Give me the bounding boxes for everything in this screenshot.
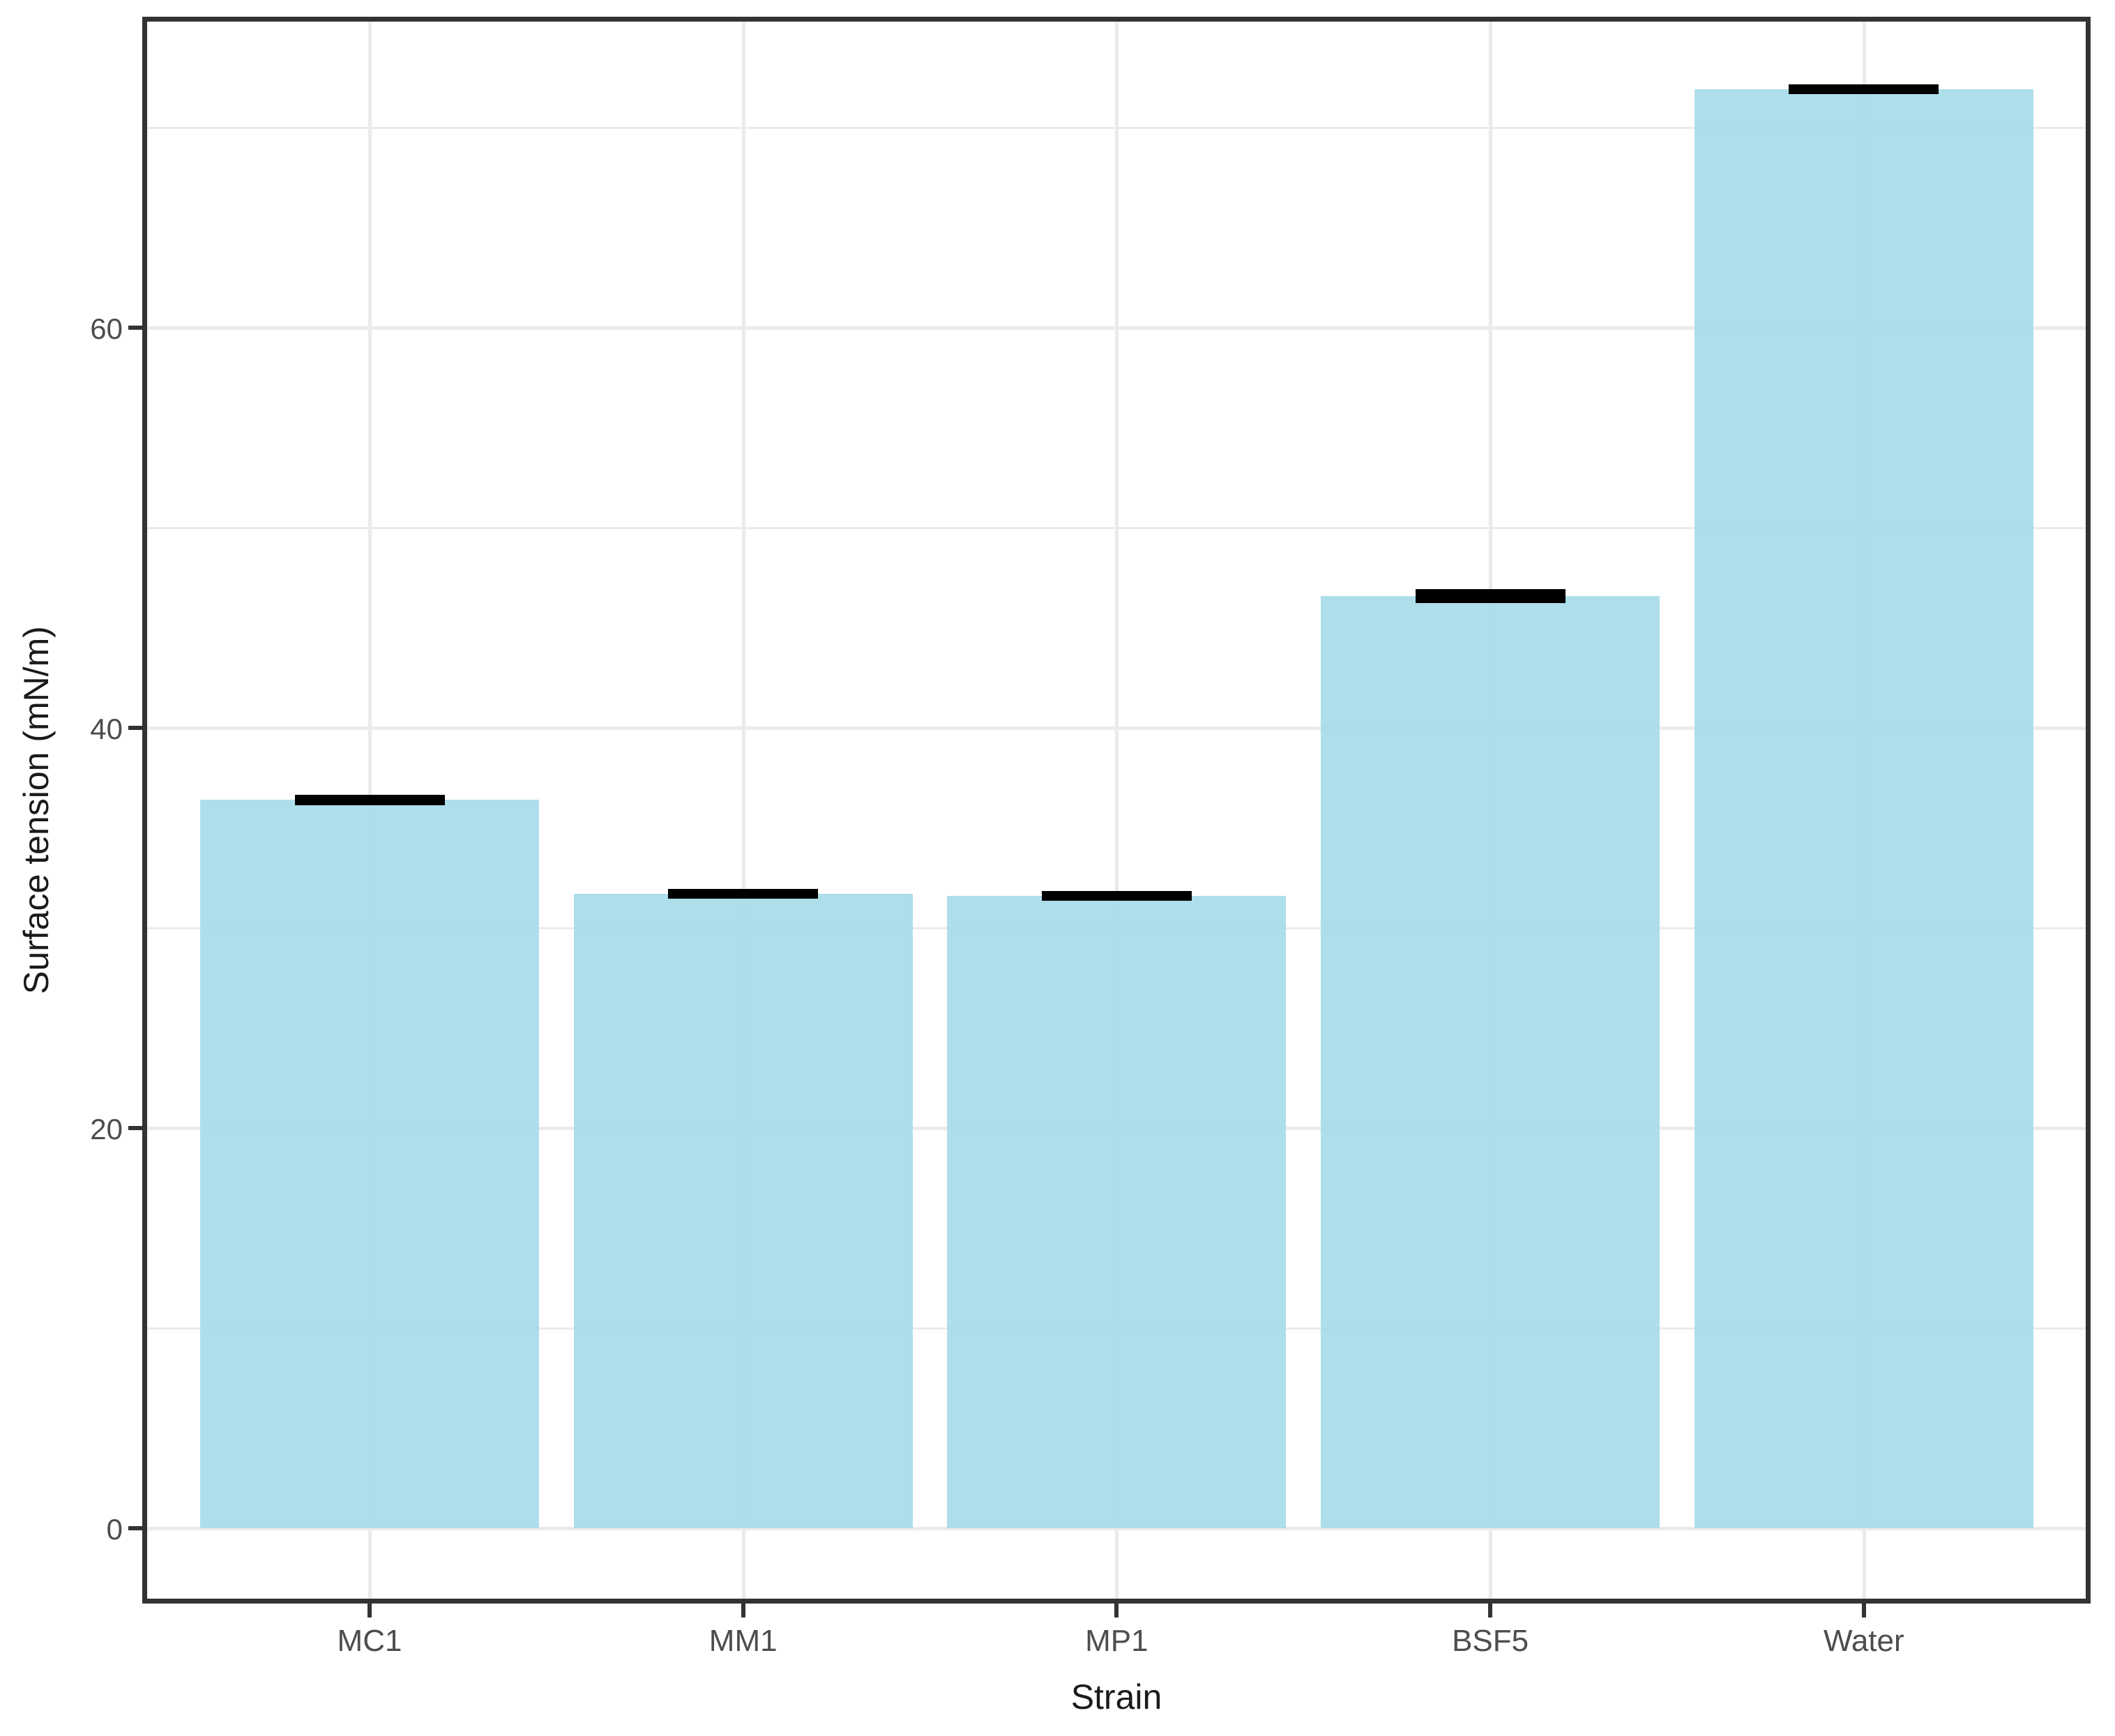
x-major-gridline xyxy=(741,22,745,1599)
bar-mm1 xyxy=(573,894,913,1528)
y-axis-tick xyxy=(128,326,142,330)
errorbar-bsf5 xyxy=(1415,589,1566,603)
bar-mp1 xyxy=(947,896,1287,1528)
y-tick-label-20: 20 xyxy=(90,1113,123,1145)
errorbar-mp1 xyxy=(1041,891,1192,901)
x-axis-tick xyxy=(1861,1604,1866,1617)
errorbar-mc1 xyxy=(294,795,445,805)
y-tick-label-0: 0 xyxy=(106,1513,123,1546)
x-tick-label-water: Water xyxy=(1823,1624,1904,1658)
x-axis-tick xyxy=(367,1604,372,1617)
x-axis-title: Strain xyxy=(1070,1677,1162,1716)
x-axis-tick xyxy=(741,1604,745,1617)
errorbar-water xyxy=(1789,84,1939,94)
bar-bsf5 xyxy=(1321,595,1660,1528)
y-axis-tick xyxy=(128,1526,142,1530)
y-axis-tick xyxy=(128,726,142,730)
y-axis-tick xyxy=(128,1126,142,1130)
x-tick-label-mm1: MM1 xyxy=(708,1624,778,1658)
y-tick-label-40: 40 xyxy=(90,713,123,745)
errorbar-mm1 xyxy=(668,889,819,899)
y-axis-title: Surface tension (mN/m) xyxy=(17,626,56,994)
y-tick-label-60: 60 xyxy=(90,312,123,345)
x-tick-label-mc1: MC1 xyxy=(337,1624,402,1658)
x-axis-tick xyxy=(1114,1604,1119,1617)
x-axis-tick xyxy=(1488,1604,1493,1617)
bar-mc1 xyxy=(200,800,539,1528)
x-tick-label-mp1: MP1 xyxy=(1085,1624,1149,1658)
bar-water xyxy=(1694,89,2033,1528)
x-major-gridline xyxy=(1115,22,1119,1599)
x-tick-label-bsf5: BSF5 xyxy=(1452,1624,1529,1658)
